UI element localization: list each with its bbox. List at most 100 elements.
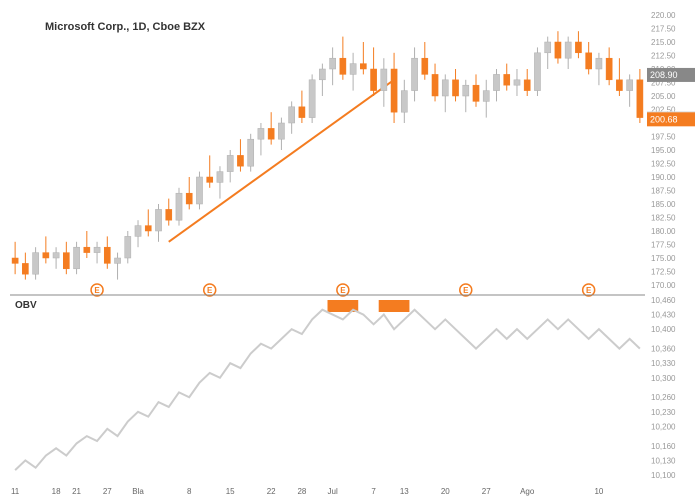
obv-axis-label: 10,260 xyxy=(651,393,676,402)
candle-body[interactable] xyxy=(340,58,346,74)
candle-body[interactable] xyxy=(442,80,448,96)
candle-body[interactable] xyxy=(43,253,49,258)
price-axis-label: 195.00 xyxy=(651,146,676,155)
candle-body[interactable] xyxy=(555,42,561,58)
x-axis-label: 10 xyxy=(594,487,603,496)
obv-axis-label: 10,460 xyxy=(651,296,676,305)
x-axis-label: 8 xyxy=(187,487,192,496)
earnings-marker[interactable]: E xyxy=(460,284,472,296)
candle-body[interactable] xyxy=(258,128,264,139)
earnings-marker[interactable]: E xyxy=(91,284,103,296)
candle-body[interactable] xyxy=(186,193,192,204)
candle-body[interactable] xyxy=(524,80,530,91)
candle-body[interactable] xyxy=(493,74,499,90)
price-axis-label: 187.50 xyxy=(651,187,676,196)
candle-body[interactable] xyxy=(422,58,428,74)
svg-text:E: E xyxy=(340,286,346,295)
candle-body[interactable] xyxy=(237,155,243,166)
candle-body[interactable] xyxy=(176,193,182,220)
obv-axis-label: 10,200 xyxy=(651,422,676,431)
candle-body[interactable] xyxy=(411,58,417,90)
candle-body[interactable] xyxy=(371,69,377,91)
x-axis-label: 27 xyxy=(103,487,112,496)
price-axis-label: 172.50 xyxy=(651,268,676,277)
obv-axis-label: 10,400 xyxy=(651,325,676,334)
price-axis-label: 220.00 xyxy=(651,11,676,20)
candle-body[interactable] xyxy=(565,42,571,58)
candle-body[interactable] xyxy=(432,74,438,96)
candle-body[interactable] xyxy=(94,247,100,252)
candle-body[interactable] xyxy=(74,247,80,269)
candle-body[interactable] xyxy=(596,58,602,69)
candle-body[interactable] xyxy=(483,91,489,102)
candle-body[interactable] xyxy=(289,107,295,123)
price-axis-label: 190.00 xyxy=(651,173,676,182)
obv-label: OBV xyxy=(15,300,37,311)
candle-body[interactable] xyxy=(217,172,223,183)
candle-body[interactable] xyxy=(330,58,336,69)
x-axis-label: 11 xyxy=(11,487,20,496)
x-axis-label: 21 xyxy=(72,487,81,496)
candle-body[interactable] xyxy=(63,253,69,269)
x-axis-label: 20 xyxy=(441,487,450,496)
x-axis-label: Bla xyxy=(132,487,144,496)
candle-body[interactable] xyxy=(504,74,510,85)
candle-body[interactable] xyxy=(125,236,131,258)
candle-body[interactable] xyxy=(401,91,407,113)
candle-body[interactable] xyxy=(463,85,469,96)
x-axis-label: Ago xyxy=(520,487,535,496)
candle-body[interactable] xyxy=(12,258,18,263)
candle-body[interactable] xyxy=(155,209,161,231)
candle-body[interactable] xyxy=(514,80,520,85)
candle-body[interactable] xyxy=(534,53,540,91)
candle-body[interactable] xyxy=(33,253,39,275)
price-box-text: 200.68 xyxy=(650,114,678,124)
svg-text:E: E xyxy=(463,286,469,295)
price-box-text: 208.90 xyxy=(650,70,678,80)
candle-body[interactable] xyxy=(616,80,622,91)
x-axis-label: 27 xyxy=(482,487,491,496)
chart-container: 170.00172.50175.00177.50180.00182.50185.… xyxy=(0,0,700,500)
obv-axis-label: 10,230 xyxy=(651,408,676,417)
candle-body[interactable] xyxy=(104,247,110,263)
obv-axis-label: 10,160 xyxy=(651,442,676,451)
candle-body[interactable] xyxy=(207,177,213,182)
candle-body[interactable] xyxy=(227,155,233,171)
candle-body[interactable] xyxy=(248,139,254,166)
candle-body[interactable] xyxy=(114,258,120,263)
candle-body[interactable] xyxy=(135,226,141,237)
price-axis-label: 180.00 xyxy=(651,227,676,236)
candle-body[interactable] xyxy=(391,69,397,112)
candle-body[interactable] xyxy=(452,80,458,96)
price-axis-label: 212.50 xyxy=(651,52,676,61)
candle-body[interactable] xyxy=(381,69,387,91)
price-axis-label: 170.00 xyxy=(651,281,676,290)
candle-body[interactable] xyxy=(606,58,612,80)
candle-body[interactable] xyxy=(545,42,551,53)
candle-body[interactable] xyxy=(575,42,581,53)
candle-body[interactable] xyxy=(145,226,151,231)
candle-body[interactable] xyxy=(22,263,28,274)
candle-body[interactable] xyxy=(309,80,315,118)
candle-body[interactable] xyxy=(299,107,305,118)
candle-body[interactable] xyxy=(319,69,325,80)
price-axis-label: 205.00 xyxy=(651,92,676,101)
candle-body[interactable] xyxy=(53,253,59,258)
earnings-marker[interactable]: E xyxy=(204,284,216,296)
earnings-marker[interactable]: E xyxy=(337,284,349,296)
candle-body[interactable] xyxy=(84,247,90,252)
candle-body[interactable] xyxy=(268,128,274,139)
candle-body[interactable] xyxy=(350,64,356,75)
earnings-marker[interactable]: E xyxy=(583,284,595,296)
candle-body[interactable] xyxy=(196,177,202,204)
candle-body[interactable] xyxy=(278,123,284,139)
price-axis-label: 217.50 xyxy=(651,25,676,34)
candle-body[interactable] xyxy=(627,80,633,91)
candle-body[interactable] xyxy=(166,209,172,220)
candle-body[interactable] xyxy=(473,85,479,101)
candle-body[interactable] xyxy=(586,53,592,69)
candle-body[interactable] xyxy=(360,64,366,69)
price-axis-label: 197.50 xyxy=(651,133,676,142)
candle-body[interactable] xyxy=(637,80,643,118)
chart-svg: 170.00172.50175.00177.50180.00182.50185.… xyxy=(0,0,700,500)
